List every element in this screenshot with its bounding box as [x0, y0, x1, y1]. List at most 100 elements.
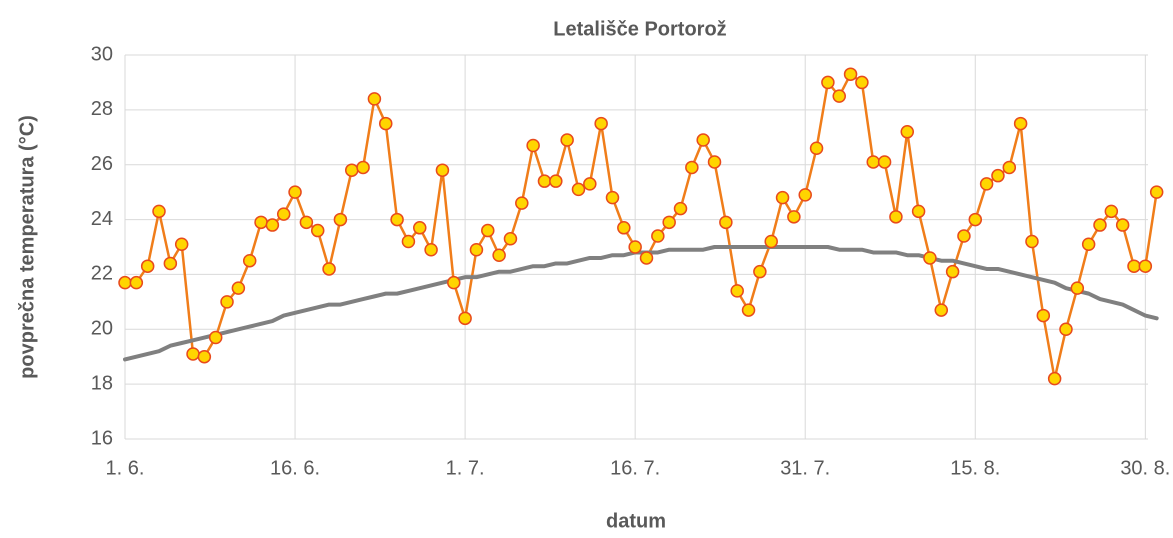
y-tick-label: 16 [91, 427, 113, 449]
data-point [390, 212, 404, 227]
data-point [866, 155, 880, 169]
data-point [152, 204, 166, 219]
data-point [1104, 204, 1119, 219]
data-point [492, 248, 506, 262]
y-tick-label: 28 [91, 98, 113, 120]
data-point [356, 160, 370, 175]
data-point [685, 160, 699, 175]
x-tick-label: 15. 8. [950, 457, 1000, 479]
data-point [186, 347, 200, 361]
data-point [775, 190, 790, 205]
data-point [911, 204, 926, 219]
y-axis-label: povprečna temperatura (°C) [16, 115, 38, 379]
data-point [639, 251, 654, 265]
data-point [594, 116, 608, 131]
data-point [617, 221, 631, 235]
data-point [1070, 281, 1085, 295]
data-point [276, 207, 291, 221]
data-point [231, 281, 246, 295]
y-tick-label: 30 [91, 43, 113, 65]
data-point [413, 221, 427, 235]
data-point [968, 212, 983, 227]
data-point [435, 163, 450, 177]
data-point [1047, 371, 1062, 386]
data-point [1127, 259, 1141, 273]
data-point [481, 223, 495, 238]
data-point [605, 190, 620, 205]
data-point [1081, 237, 1096, 252]
chart-title: Letališče Portorož [553, 18, 726, 40]
data-point [798, 188, 812, 202]
data-point [843, 67, 858, 81]
data-point [1093, 218, 1107, 232]
data-point [1036, 308, 1051, 323]
data-point [945, 264, 960, 279]
series-line [123, 72, 1158, 380]
data-point [367, 92, 382, 106]
y-tick-label: 22 [91, 263, 113, 285]
data-point [900, 125, 915, 139]
x-tick-label: 1. 6. [106, 457, 145, 479]
data-point [753, 264, 767, 279]
data-point [197, 349, 212, 364]
data-point [333, 212, 348, 227]
data-point [787, 210, 801, 224]
data-point [299, 215, 314, 230]
data-point [220, 295, 234, 309]
data-point [401, 234, 416, 249]
data-point [503, 232, 518, 246]
data-point [809, 141, 824, 156]
data-point [254, 215, 268, 230]
data-point [832, 89, 846, 103]
data-point [651, 229, 665, 243]
data-point [764, 234, 778, 249]
data-point [673, 201, 688, 216]
data-point [424, 242, 438, 257]
data-point [571, 182, 586, 197]
data-point [265, 218, 280, 232]
data-point [163, 256, 178, 271]
data-point [310, 223, 325, 238]
x-tick-label: 30. 8. [1120, 457, 1170, 479]
data-point [526, 138, 540, 153]
data-point [447, 275, 461, 290]
data-point [344, 163, 359, 177]
y-tick-label: 26 [91, 153, 113, 175]
data-point [855, 75, 869, 90]
data-point [662, 215, 676, 230]
y-tick-label: 24 [91, 208, 113, 230]
data-point [537, 174, 552, 188]
data-point [707, 155, 722, 169]
data-point [719, 215, 733, 230]
data-point [1138, 259, 1153, 273]
data-point [242, 253, 257, 268]
x-tick-label: 16. 6. [270, 457, 320, 479]
x-tick-label: 31. 7. [780, 457, 830, 479]
y-tick-label: 20 [91, 318, 113, 340]
data-point [979, 177, 994, 191]
data-point [118, 275, 132, 290]
data-point [741, 303, 756, 317]
x-axis-label: datum [606, 510, 666, 532]
data-point [957, 229, 971, 243]
data-point [469, 242, 484, 257]
data-point [1025, 234, 1039, 249]
data-point [140, 259, 155, 273]
data-point [379, 116, 393, 131]
data-point [991, 168, 1005, 183]
data-point [1149, 185, 1164, 199]
series-line [123, 245, 1159, 362]
data-point [549, 174, 563, 188]
data-point [288, 185, 302, 199]
x-tick-label: 16. 7. [610, 457, 660, 479]
data-point [208, 330, 223, 345]
data-point [174, 237, 189, 252]
data-point [1013, 116, 1028, 131]
data-point [1059, 322, 1073, 337]
data-point [322, 262, 336, 276]
data-point [821, 75, 835, 90]
data-point [934, 303, 949, 317]
data-point [730, 284, 744, 298]
